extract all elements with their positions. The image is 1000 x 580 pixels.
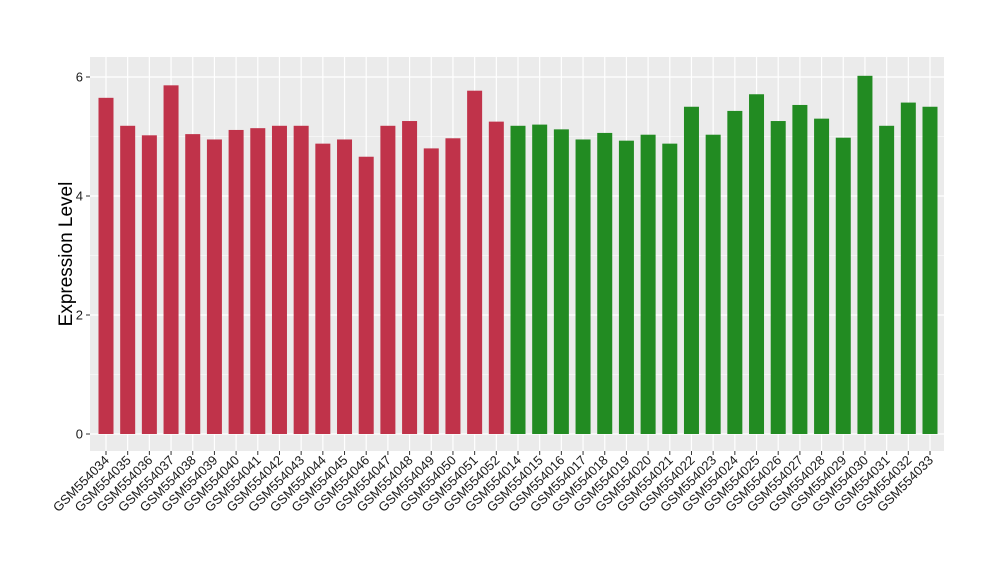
y-tick-label: 6 [76, 70, 83, 85]
bar [597, 132, 613, 434]
y-axis-title: Expression Level [56, 182, 77, 327]
bar [749, 94, 765, 434]
x-axis: GSM554034GSM554035GSM554036GSM554037GSM5… [50, 451, 936, 515]
bars [98, 75, 938, 435]
bar [445, 138, 461, 435]
bar [553, 129, 569, 435]
bar [857, 75, 873, 434]
bar [879, 125, 895, 434]
bar [618, 140, 634, 435]
y-axis: 0 2 4 6 [76, 70, 90, 442]
bar [770, 121, 786, 434]
bar [683, 106, 699, 434]
bar [510, 125, 526, 434]
bar [271, 125, 287, 434]
bar [120, 125, 136, 434]
bar [250, 128, 266, 435]
y-tick-label: 4 [76, 189, 83, 204]
bar [141, 135, 157, 434]
bar [814, 118, 830, 435]
bar [228, 129, 244, 434]
y-tick-label: 0 [76, 427, 83, 442]
bar [402, 121, 418, 434]
bar [575, 139, 591, 434]
bar [792, 104, 808, 435]
bar [640, 134, 656, 434]
bar [900, 102, 916, 434]
bar [337, 139, 353, 434]
bar [206, 139, 222, 434]
y-tick-label: 2 [76, 308, 83, 323]
bar [315, 143, 331, 434]
bar [705, 134, 721, 434]
bar [922, 106, 938, 434]
bar [532, 124, 548, 434]
bar [423, 148, 439, 434]
bar [293, 125, 309, 434]
bar [727, 110, 743, 435]
bar [835, 137, 851, 434]
bar [662, 143, 678, 434]
bar [380, 125, 396, 434]
bar [358, 156, 374, 435]
bar [488, 121, 504, 435]
bar [467, 90, 483, 434]
bar [98, 97, 114, 434]
bar [185, 134, 201, 434]
bar [163, 85, 179, 434]
